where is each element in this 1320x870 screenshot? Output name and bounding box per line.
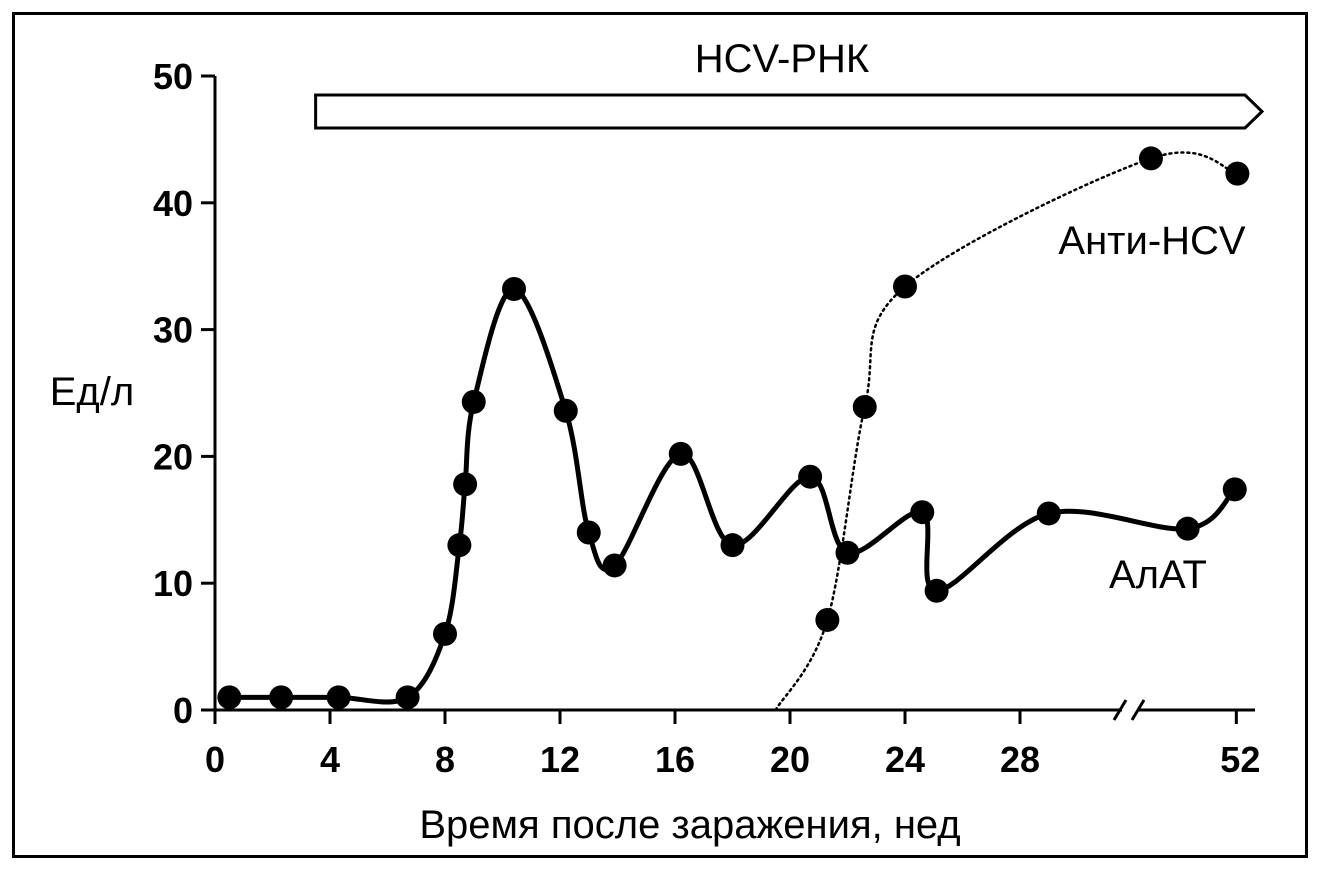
chart-frame bbox=[12, 12, 1308, 858]
series-0-point bbox=[1222, 477, 1247, 502]
series-0-point bbox=[668, 441, 693, 466]
series-0-point bbox=[576, 520, 601, 545]
y-tick-label: 20 bbox=[153, 436, 193, 477]
series-0-point bbox=[1036, 501, 1061, 526]
y-axis-title: Ед/л bbox=[50, 370, 134, 414]
series-0-point bbox=[447, 533, 472, 558]
y-tick-label: 30 bbox=[153, 310, 193, 351]
label-layer: Ед/л Время после заражения, нед Анти-HCV… bbox=[50, 219, 1246, 847]
series-1-point bbox=[815, 607, 840, 632]
series-0-point bbox=[269, 685, 294, 710]
x-tick-label: 24 bbox=[885, 739, 925, 780]
series-0-point bbox=[910, 500, 935, 525]
series-0-point bbox=[720, 533, 745, 558]
series-layer bbox=[217, 146, 1250, 712]
x-tick-label: 52 bbox=[1220, 739, 1260, 780]
series-0-point bbox=[602, 553, 627, 578]
hcv-rna-label: HCV-РНК bbox=[695, 37, 870, 81]
series-0-point bbox=[553, 398, 578, 423]
axes-layer: 0 10 20 30 40 50 0 4 8 12 16 20 24 28 52 bbox=[153, 56, 1260, 780]
x-tick-label: 0 bbox=[205, 739, 225, 780]
series-0-point bbox=[924, 578, 949, 603]
series-0-point bbox=[326, 685, 351, 710]
hcv-rna-bar bbox=[314, 93, 1265, 130]
x-tick-label: 28 bbox=[1000, 739, 1040, 780]
x-tick-label: 20 bbox=[770, 739, 810, 780]
axis-break-mark bbox=[1130, 699, 1146, 721]
annotation-layer: HCV-РНК bbox=[314, 37, 1265, 130]
x-tick-label: 4 bbox=[320, 739, 340, 780]
x-tick-label: 16 bbox=[655, 739, 695, 780]
series-label-alat: АлАТ bbox=[1109, 553, 1207, 597]
series-1-point bbox=[852, 394, 877, 419]
series-line-0 bbox=[226, 286, 1238, 705]
series-1-point bbox=[1225, 161, 1250, 186]
series-label-anti-hcv: Анти-HCV bbox=[1058, 219, 1246, 263]
series-0-point bbox=[502, 277, 526, 302]
y-tick-label: 0 bbox=[173, 690, 193, 731]
series-1-point bbox=[893, 274, 917, 299]
y-tick-label: 10 bbox=[153, 563, 193, 604]
series-0-point bbox=[798, 464, 823, 489]
series-0-point bbox=[1175, 516, 1200, 541]
series-1-point bbox=[1138, 146, 1163, 171]
x-axis-title: Время после заражения, нед bbox=[419, 803, 960, 847]
x-tick-label: 8 bbox=[435, 739, 455, 780]
axis-break-mark bbox=[1112, 699, 1128, 721]
series-0-point bbox=[461, 389, 486, 414]
y-tick-label: 40 bbox=[153, 183, 193, 224]
series-0-point bbox=[433, 621, 457, 646]
y-tick-label: 50 bbox=[153, 56, 193, 97]
x-tick-label: 12 bbox=[540, 739, 580, 780]
series-0-point bbox=[395, 685, 420, 710]
series-0-point bbox=[453, 472, 478, 497]
series-0-point bbox=[217, 685, 242, 710]
